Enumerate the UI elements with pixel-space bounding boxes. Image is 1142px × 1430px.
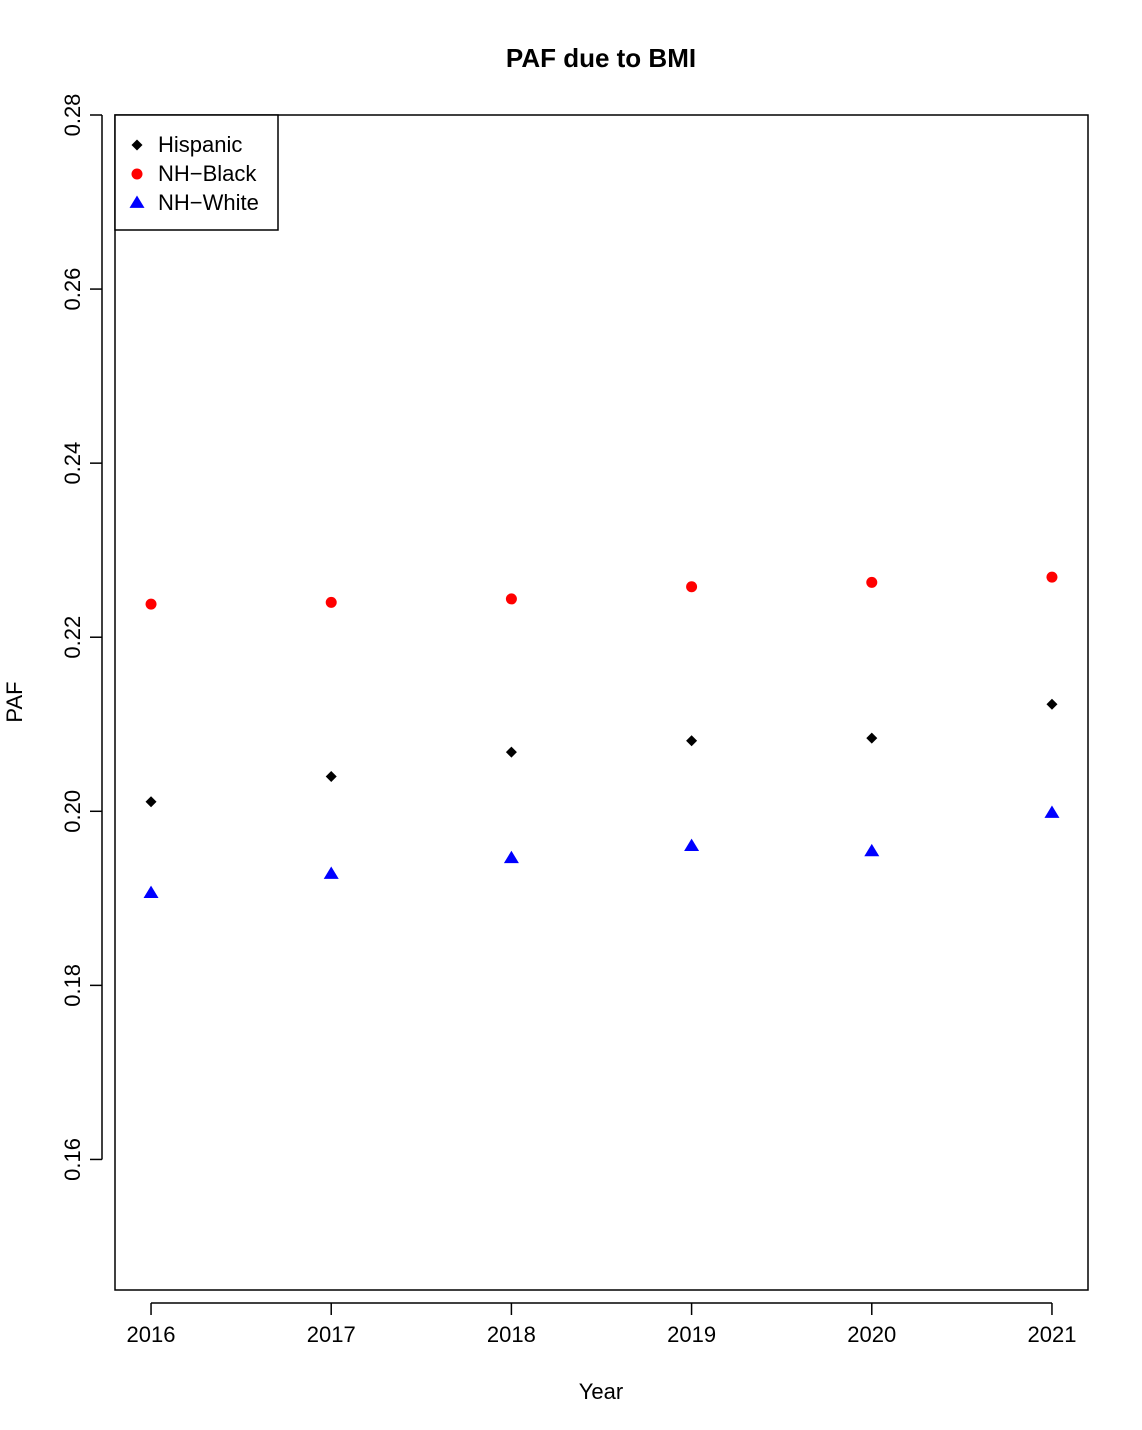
legend: Hispanic NH−Black NH−White bbox=[114, 114, 279, 231]
y-tick-label: 0.20 bbox=[60, 790, 85, 833]
data-point bbox=[684, 838, 700, 851]
data-point bbox=[866, 732, 878, 744]
y-axis: 0.16 0.18 0.20 0.22 0.24 0.26 0.28 bbox=[60, 94, 103, 1181]
data-point bbox=[1044, 805, 1060, 818]
data-point bbox=[864, 843, 880, 857]
data-point bbox=[505, 746, 517, 758]
series-diamond bbox=[145, 698, 1058, 808]
data-point bbox=[1046, 571, 1058, 583]
series-circle bbox=[145, 571, 1058, 610]
data-point bbox=[686, 735, 698, 747]
plot-frame bbox=[114, 114, 1089, 1291]
data-point bbox=[143, 885, 159, 898]
data-point bbox=[503, 850, 519, 864]
data-point bbox=[1046, 698, 1058, 710]
data-point bbox=[325, 770, 337, 782]
x-tick-label: 2021 bbox=[1027, 1322, 1076, 1347]
y-tick-label: 0.24 bbox=[60, 442, 85, 485]
data-point bbox=[686, 581, 698, 593]
data-point bbox=[145, 598, 157, 610]
x-tick-label: 2018 bbox=[487, 1322, 536, 1347]
y-tick-label: 0.22 bbox=[60, 616, 85, 659]
x-tick-label: 2019 bbox=[667, 1322, 716, 1347]
data-point bbox=[325, 596, 337, 608]
chart-title: PAF due to BMI bbox=[506, 43, 696, 73]
data-point bbox=[323, 866, 339, 879]
y-tick-label: 0.26 bbox=[60, 268, 85, 311]
legend-label: NH−Black bbox=[158, 161, 257, 186]
y-axis-label: PAF bbox=[2, 681, 27, 722]
y-tick-label: 0.18 bbox=[60, 964, 85, 1007]
x-axis-label: Year bbox=[579, 1379, 623, 1404]
legend-label: NH−White bbox=[158, 190, 259, 215]
legend-marker bbox=[131, 139, 143, 151]
x-tick-label: 2016 bbox=[127, 1322, 176, 1347]
data-point bbox=[505, 593, 517, 605]
legend-label: Hispanic bbox=[158, 132, 242, 157]
y-tick-label: 0.28 bbox=[60, 94, 85, 137]
x-axis: 2016 2017 2018 2019 2020 2021 bbox=[127, 1302, 1076, 1347]
series-triangle bbox=[143, 805, 1060, 898]
legend-marker bbox=[129, 195, 145, 208]
y-tick-label: 0.16 bbox=[60, 1138, 85, 1181]
data-points bbox=[143, 571, 1060, 898]
data-point bbox=[145, 796, 157, 808]
x-tick-label: 2017 bbox=[307, 1322, 356, 1347]
x-tick-label: 2020 bbox=[847, 1322, 896, 1347]
legend-marker bbox=[131, 168, 143, 180]
data-point bbox=[866, 576, 878, 588]
